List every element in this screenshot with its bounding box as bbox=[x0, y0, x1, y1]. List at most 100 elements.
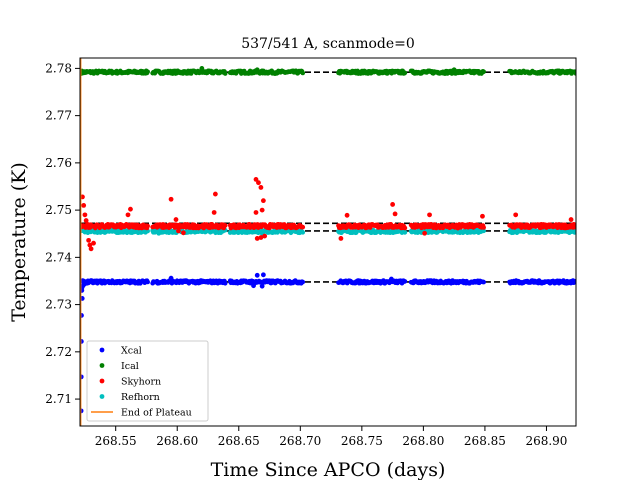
data-point bbox=[481, 279, 486, 285]
data-point bbox=[402, 70, 408, 76]
data-point bbox=[422, 230, 428, 236]
data-point bbox=[125, 212, 131, 218]
data-point bbox=[390, 202, 396, 207]
legend-label: Refhorn bbox=[121, 392, 160, 403]
y-tick-label: 2.73 bbox=[45, 298, 72, 312]
data-point bbox=[258, 185, 264, 190]
x-tick-label: 268.55 bbox=[95, 434, 137, 448]
data-point bbox=[388, 276, 394, 282]
data-point bbox=[222, 223, 228, 228]
x-axis: 268.55 268.60 268.65 268.70 268.75 268.80 268.… bbox=[95, 426, 567, 448]
legend-item-ical: Ical bbox=[99, 361, 139, 372]
data-point bbox=[145, 69, 150, 75]
plot-frame bbox=[79, 57, 577, 427]
data-point bbox=[256, 180, 261, 186]
data-point bbox=[168, 275, 174, 281]
data-point bbox=[262, 233, 268, 239]
data-point bbox=[128, 206, 133, 212]
data-point bbox=[83, 218, 89, 223]
data-point bbox=[338, 236, 344, 241]
data-point bbox=[87, 242, 93, 248]
data-point bbox=[145, 279, 150, 285]
series-ical bbox=[80, 65, 576, 76]
data-point bbox=[481, 225, 486, 230]
data-point bbox=[173, 217, 179, 222]
x-tick-label: 268.65 bbox=[218, 434, 260, 448]
data-point bbox=[211, 210, 217, 215]
data-point bbox=[82, 212, 88, 218]
data-point bbox=[300, 224, 306, 230]
data-point bbox=[455, 225, 461, 231]
data-point bbox=[258, 235, 264, 240]
y-axis-label: Temperature (K) bbox=[8, 162, 30, 322]
data-point bbox=[568, 217, 574, 222]
legend-box bbox=[86, 340, 209, 422]
data-point bbox=[513, 212, 519, 218]
data-point bbox=[86, 237, 92, 243]
data-point bbox=[481, 228, 486, 234]
x-tick-label: 268.60 bbox=[156, 434, 198, 448]
data-point bbox=[300, 279, 306, 285]
legend-item-end-of-plateau: End of Plateau bbox=[91, 408, 192, 419]
legend-label: Ical bbox=[121, 361, 139, 372]
data-point bbox=[222, 71, 228, 76]
legend-item-xcal: Xcal bbox=[99, 346, 142, 357]
legend-marker bbox=[99, 347, 105, 353]
data-point bbox=[253, 210, 259, 215]
legend-label: End of Plateau bbox=[121, 408, 192, 419]
x-tick-label: 268.70 bbox=[279, 434, 321, 448]
data-point bbox=[300, 70, 306, 76]
data-point bbox=[573, 278, 576, 284]
legend: Xcal Ical Skyhorn Refhorn End of Plateau bbox=[86, 340, 209, 422]
y-tick-label: 2.72 bbox=[45, 345, 72, 359]
data-point bbox=[176, 228, 181, 234]
legend-marker bbox=[99, 378, 105, 384]
legend-marker bbox=[99, 394, 105, 399]
x-tick-label: 268.90 bbox=[525, 434, 567, 448]
y-tick-label: 2.76 bbox=[45, 156, 72, 170]
legend-label: Xcal bbox=[121, 346, 142, 357]
data-point bbox=[251, 283, 256, 289]
data-point bbox=[254, 67, 260, 73]
data-point bbox=[145, 223, 150, 229]
x-axis-label: Time Since APCO (days) bbox=[211, 459, 446, 480]
data-point bbox=[392, 211, 398, 217]
legend-item-skyhorn: Skyhorn bbox=[99, 377, 161, 388]
data-point bbox=[212, 191, 218, 197]
data-point bbox=[91, 240, 96, 246]
data-point bbox=[254, 272, 260, 278]
x-tick-label: 268.80 bbox=[402, 434, 444, 448]
legend-item-refhorn: Refhorn bbox=[99, 392, 160, 403]
data-point bbox=[259, 283, 265, 289]
data-point bbox=[402, 225, 408, 231]
data-point bbox=[88, 246, 94, 252]
x-tick-label: 268.85 bbox=[464, 434, 506, 448]
data-point bbox=[180, 230, 186, 236]
data-point bbox=[82, 281, 88, 287]
data-point bbox=[402, 230, 408, 235]
data-point bbox=[260, 198, 266, 204]
series-xcal bbox=[80, 272, 576, 414]
data-point bbox=[402, 279, 408, 284]
y-tick-label: 2.78 bbox=[45, 61, 72, 75]
x-tick-label: 268.75 bbox=[341, 434, 383, 448]
y-tick-label: 2.74 bbox=[45, 250, 72, 264]
data-point bbox=[168, 196, 174, 202]
data-point bbox=[254, 236, 260, 241]
data-point bbox=[81, 202, 87, 208]
data-point bbox=[199, 65, 205, 71]
chart-title: 537/541 A, scanmode=0 bbox=[241, 36, 415, 52]
data-point bbox=[300, 230, 306, 235]
data-point bbox=[259, 207, 265, 213]
y-tick-label: 2.77 bbox=[45, 109, 72, 123]
y-axis: 2.71 2.72 2.73 2.74 2.75 2.76 2.77 2.78 bbox=[45, 61, 80, 406]
y-tick-label: 2.75 bbox=[45, 203, 72, 217]
data-point bbox=[156, 230, 162, 236]
data-point bbox=[84, 221, 90, 227]
data-point bbox=[260, 272, 266, 278]
data-point bbox=[481, 69, 486, 75]
data-point bbox=[573, 71, 576, 76]
data-point bbox=[451, 67, 457, 73]
data-point bbox=[344, 212, 350, 218]
